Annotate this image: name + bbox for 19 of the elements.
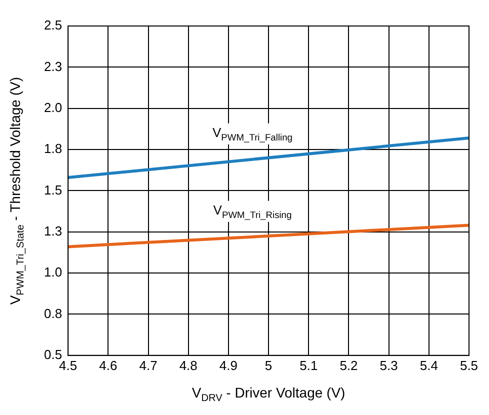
y-axis-title: VPWM_Tri_State - Threshold Voltage (V) bbox=[6, 76, 27, 305]
x-tick-label: 5 bbox=[264, 358, 272, 373]
x-tick-label: 5.3 bbox=[380, 358, 398, 373]
x-tick-label: 4.6 bbox=[99, 358, 118, 373]
y-tick-label: 2.0 bbox=[44, 100, 62, 115]
y-tick-label: 0.8 bbox=[44, 306, 62, 321]
x-tick-label: 4.7 bbox=[139, 358, 158, 373]
y-tick-label: 1.5 bbox=[44, 182, 62, 198]
x-tick-label: 5.2 bbox=[340, 358, 358, 373]
x-tick-label: 4.9 bbox=[219, 358, 238, 373]
x-tick-label: 5.1 bbox=[300, 358, 318, 373]
y-tick-label: 1.8 bbox=[44, 141, 62, 156]
x-tick-label: 5.4 bbox=[420, 358, 438, 373]
y-tick-label: 2.5 bbox=[44, 18, 62, 33]
y-tick-label: 1.0 bbox=[44, 264, 62, 280]
x-tick-label: 4.8 bbox=[179, 358, 198, 373]
y-tick-label: 1.3 bbox=[44, 223, 62, 238]
x-tick-label: 5.5 bbox=[460, 358, 478, 373]
y-tick-label: 2.3 bbox=[44, 58, 62, 74]
